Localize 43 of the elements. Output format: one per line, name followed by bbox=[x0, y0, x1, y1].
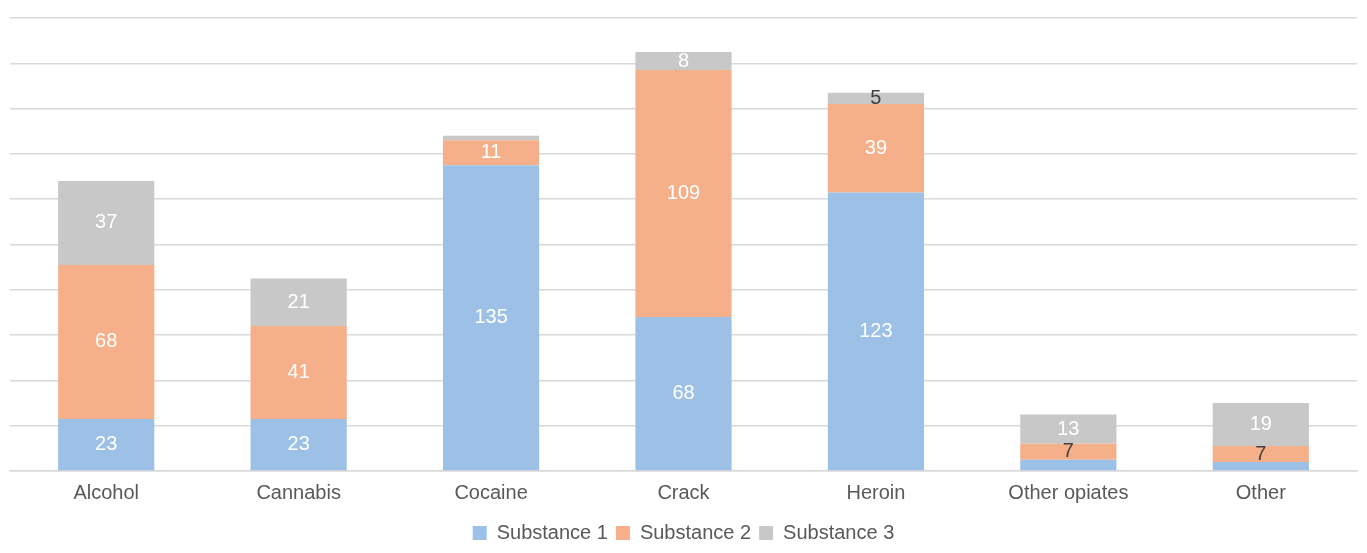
x-tick-label: Crack bbox=[657, 480, 711, 503]
data-label: 41 bbox=[287, 359, 310, 382]
x-tick-label: Other opiates bbox=[1008, 480, 1129, 503]
bar bbox=[1212, 461, 1309, 471]
legend-label: Substance 3 bbox=[783, 520, 895, 543]
bar bbox=[1212, 403, 1309, 447]
bar bbox=[1020, 414, 1117, 444]
legend-label: Substance 1 bbox=[496, 520, 608, 543]
bar bbox=[442, 165, 540, 471]
data-label: 123 bbox=[859, 318, 893, 341]
data-label: 11 bbox=[480, 140, 502, 163]
data-label: 7 bbox=[1062, 439, 1074, 462]
legend-label: Substance 2 bbox=[639, 520, 752, 543]
bar bbox=[1212, 446, 1309, 462]
x-tick-label: Cannabis bbox=[256, 480, 341, 503]
bar bbox=[58, 264, 155, 419]
bar bbox=[635, 51, 732, 71]
bar bbox=[635, 316, 732, 471]
bar bbox=[250, 418, 347, 471]
bar bbox=[827, 92, 925, 105]
bar bbox=[442, 140, 540, 166]
data-label: 135 bbox=[474, 305, 508, 328]
data-label: 68 bbox=[95, 329, 118, 352]
bar bbox=[1020, 443, 1117, 460]
data-label: 23 bbox=[287, 432, 310, 455]
x-tick-label: Cocaine bbox=[454, 480, 528, 503]
bar bbox=[827, 192, 925, 471]
data-label: 68 bbox=[672, 381, 695, 404]
data-label: 23 bbox=[95, 432, 118, 455]
data-label: 7 bbox=[1255, 441, 1267, 464]
bar bbox=[58, 181, 155, 265]
bar bbox=[1020, 459, 1117, 471]
data-label: 39 bbox=[864, 135, 888, 158]
bar bbox=[250, 278, 347, 327]
x-tick-label: Heroin bbox=[846, 480, 906, 503]
bar bbox=[827, 104, 925, 193]
x-tick-label: Other bbox=[1235, 480, 1287, 503]
bar bbox=[58, 418, 155, 471]
bar bbox=[635, 70, 732, 317]
x-tick-label: Alcohol bbox=[73, 480, 140, 503]
bar bbox=[250, 326, 347, 419]
data-label: 109 bbox=[666, 181, 701, 204]
data-label: 5 bbox=[870, 85, 882, 108]
